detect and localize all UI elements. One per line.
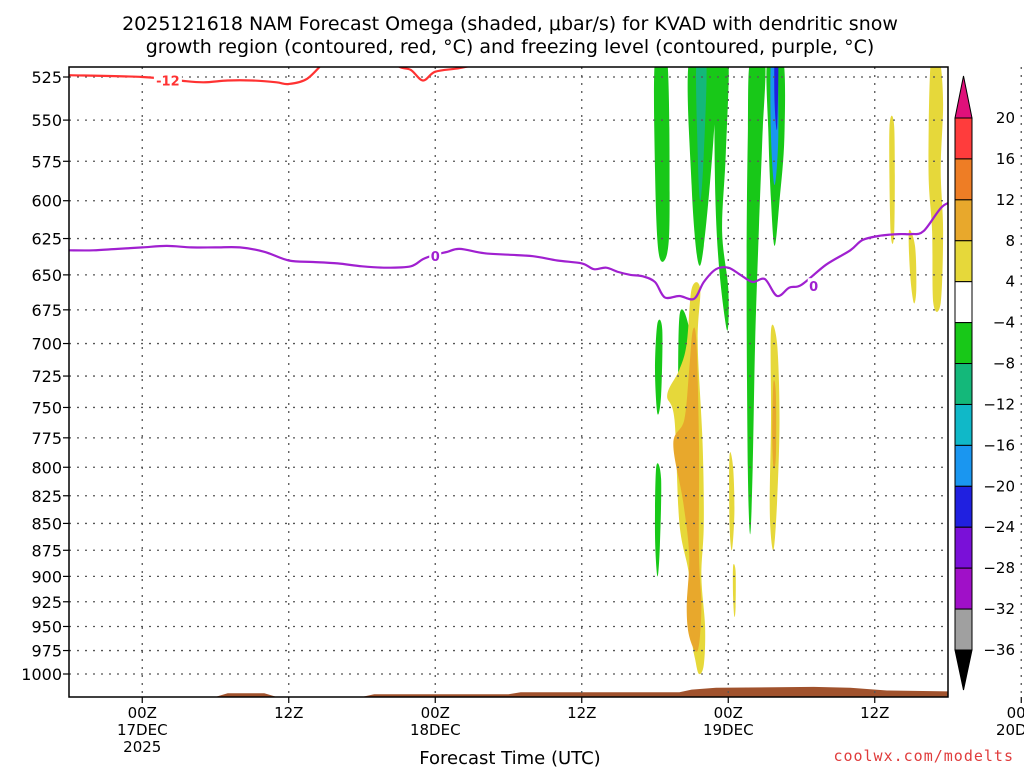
chart-title-line2: growth region (contoured, red, °C) and f… (146, 36, 875, 58)
tick-label-y-750: 750 (31, 398, 62, 417)
contour--12-1 (397, 67, 471, 82)
contour-layer: -12 0 0 (69, 67, 948, 301)
colorbar-bin-8 (954, 444, 973, 487)
tick-label-x-36-0: 12Z (567, 704, 596, 722)
tick-label-y-550: 550 (31, 111, 62, 130)
omega-region-7 (774, 67, 779, 130)
tick-label-y-825: 825 (31, 487, 62, 506)
tick-label-y-900: 900 (31, 567, 62, 586)
contour-label-2: 0 (809, 280, 818, 295)
omega-colorbar: 20 16 12 8 4 −4 −8 −12 −16 −20 −24 −28 −32 −36 (954, 75, 1015, 691)
colorbar-bin-5 (954, 322, 973, 365)
omega-region-13 (729, 452, 735, 551)
tick-label-y-875: 875 (31, 541, 62, 560)
tick-label-x-12-0: 12Z (274, 704, 303, 722)
omega-region-9 (654, 463, 662, 577)
colorbar-top-arrow (954, 75, 973, 119)
colorbar-bin-7 (954, 403, 973, 446)
site-credit[interactable]: coolwx.com/modelts (833, 747, 1014, 765)
tick-label-y-925: 925 (31, 593, 62, 612)
colorbar-label-0: 20 (996, 109, 1015, 127)
contour-label-1: 0 (431, 250, 440, 265)
colorbar-bottom-arrow (954, 649, 973, 691)
tick-label-y-650: 650 (31, 266, 62, 285)
tick-label-x-0-0: 00Z (128, 704, 157, 722)
omega-region-8 (655, 319, 663, 415)
tick-label-y-975: 975 (31, 642, 62, 661)
colorbar-bin-12 (954, 608, 973, 651)
terrain-layer (69, 686, 948, 697)
tick-label-y-625: 625 (31, 230, 62, 249)
omega-region-16 (772, 380, 777, 469)
colorbar-bin-10 (954, 526, 973, 569)
colorbar-label-7: −12 (983, 395, 1015, 413)
colorbar-bin-2 (954, 199, 973, 242)
colorbar-bin-1 (954, 158, 973, 201)
x-axis-ticks: 00Z17DEC202512Z00Z18DEC12Z00Z19DEC12Z00Z… (117, 697, 1024, 756)
colorbar-label-10: −24 (983, 518, 1015, 536)
colorbar-bin-11 (954, 567, 973, 610)
tick-label-y-675: 675 (31, 301, 62, 320)
colorbar-bin-4 (954, 281, 973, 324)
chart-title-line1: 2025121618 NAM Forecast Omega (shaded, μ… (122, 13, 898, 35)
tick-label-y-700: 700 (31, 335, 62, 354)
omega-region-0 (653, 67, 670, 262)
omega-region-17 (889, 115, 895, 244)
colorbar-bin-9 (954, 485, 973, 528)
colorbar-bin-6 (954, 363, 973, 405)
tick-label-x-48-1: 19DEC (703, 721, 754, 739)
tick-label-y-600: 600 (31, 192, 62, 211)
tick-label-y-525: 525 (31, 68, 62, 87)
tick-label-y-950: 950 (31, 617, 62, 636)
omega-region-3 (714, 67, 729, 331)
plot-frame (68, 66, 949, 698)
colorbar-label-2: 12 (996, 191, 1015, 209)
omega-region-12 (673, 327, 702, 652)
tick-label-y-850: 850 (31, 514, 62, 533)
y-axis-ticks: 525 550 575 600 625 650 675 700 725 750 775 800 825 8… (21, 68, 69, 684)
tick-label-y-800: 800 (31, 458, 62, 477)
tick-label-x-0-1: 17DEC (117, 721, 168, 739)
omega-shading-layer (653, 67, 944, 675)
colorbar-bin-0 (954, 117, 973, 160)
colorbar-label-11: −28 (983, 559, 1015, 577)
omega-region-18 (908, 229, 917, 304)
omega-region-19 (928, 67, 944, 312)
colorbar-label-13: −36 (983, 641, 1015, 659)
contour-label-bg-1 (429, 248, 442, 264)
colorbar-label-3: 8 (1005, 232, 1015, 250)
contour-0-2 (69, 202, 948, 301)
tick-label-y-775: 775 (31, 429, 62, 448)
omega-region-14 (732, 563, 736, 618)
tick-label-y-575: 575 (31, 152, 62, 171)
tick-label-x-72-1: 20DEC (996, 721, 1024, 739)
contour-label-bg-2 (807, 278, 820, 294)
colorbar-label-4: 4 (1005, 273, 1015, 291)
tick-label-y-725: 725 (31, 367, 62, 386)
colorbar-label-9: −20 (983, 477, 1015, 495)
omega-region-4 (746, 67, 766, 535)
tick-label-x-60-0: 12Z (860, 704, 889, 722)
colorbar-bin-3 (954, 240, 973, 283)
tick-label-y-1000: 1000 (21, 665, 62, 684)
tick-label-x-72-0: 00Z (1007, 704, 1024, 722)
colorbar-label-8: −16 (983, 436, 1015, 454)
tick-label-x-24-0: 00Z (421, 704, 450, 722)
colorbar-label-12: −32 (983, 600, 1015, 618)
colorbar-label-5: −4 (993, 314, 1015, 332)
x-axis-label: Forecast Time (UTC) (419, 748, 600, 768)
colorbar-label-1: 16 (996, 150, 1015, 168)
terrain-surface (69, 686, 948, 697)
colorbar-label-6: −8 (993, 355, 1015, 373)
tick-label-x-24-1: 18DEC (410, 721, 461, 739)
tick-label-x-0-2: 2025 (123, 738, 161, 756)
gridlines (69, 67, 1022, 697)
omega-region-2 (696, 67, 707, 201)
contour-label-0: -12 (156, 75, 180, 90)
contour-label-bg-0 (153, 72, 182, 88)
tick-label-x-48-0: 00Z (714, 704, 743, 722)
